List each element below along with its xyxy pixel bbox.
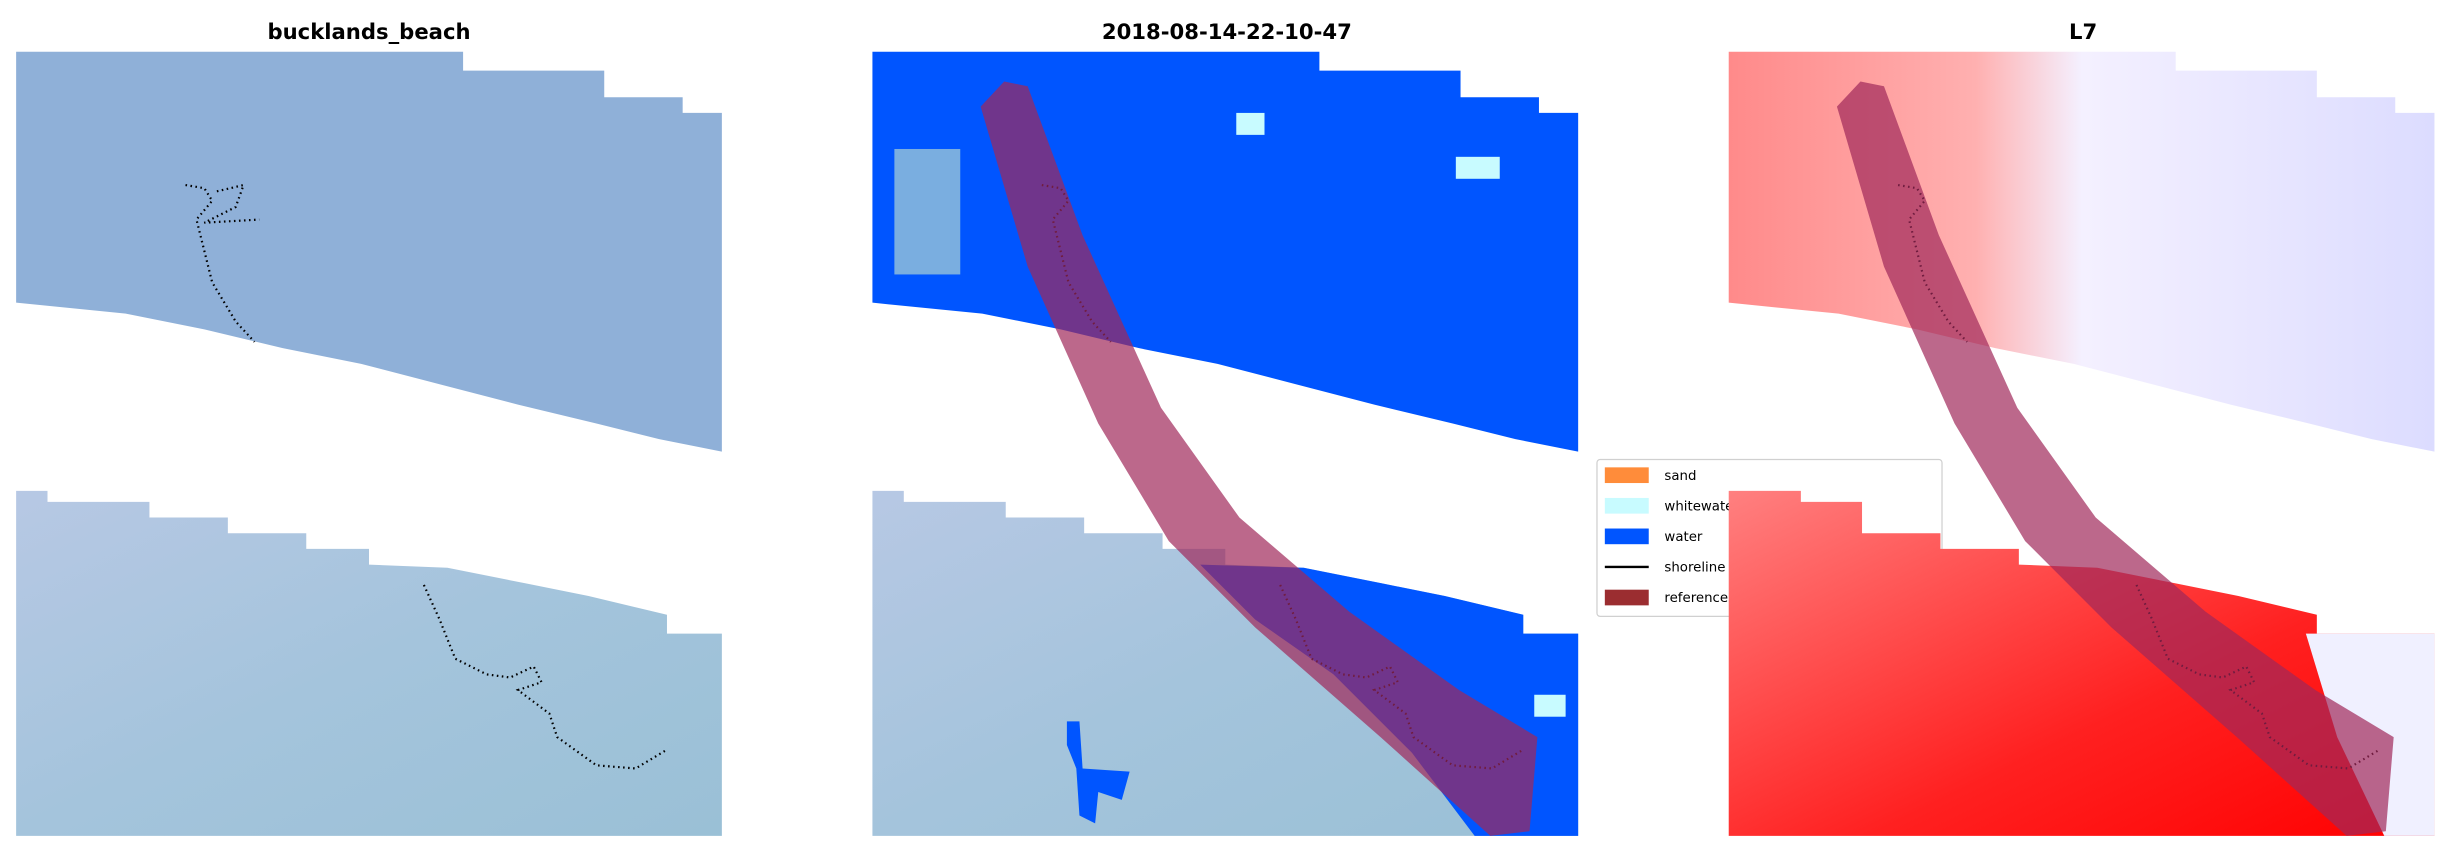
reference-buffer-panel2 bbox=[980, 81, 1538, 836]
shoreline-trace bbox=[185, 183, 256, 343]
index-top-region bbox=[1728, 51, 2435, 452]
legend-swatch bbox=[1604, 528, 1649, 545]
panel-title-rgb: bucklands_beach bbox=[267, 19, 470, 44]
whitewater-patch bbox=[1534, 694, 1566, 717]
legend-swatch bbox=[1604, 589, 1649, 606]
rgb-image-panel bbox=[16, 51, 722, 836]
water-top-region bbox=[872, 51, 1579, 452]
legend-item: shoreline bbox=[1604, 561, 1725, 576]
legend-label: shoreline bbox=[1664, 561, 1725, 576]
shoreline-trace bbox=[203, 183, 260, 224]
legend-label: water bbox=[1664, 530, 1702, 545]
whitewater-patch bbox=[1236, 112, 1265, 135]
legend-label: whitewater bbox=[1664, 499, 1739, 514]
whitewater-patch bbox=[1455, 156, 1500, 179]
legend-label: sand bbox=[1664, 469, 1696, 484]
legend-swatch bbox=[1604, 497, 1649, 514]
rgb-bottom-strip bbox=[16, 490, 722, 836]
panel-title-index: L7 bbox=[2069, 19, 2097, 44]
legend-item: whitewater bbox=[1604, 497, 1739, 514]
legend-item: water bbox=[1604, 528, 1703, 545]
water-inland-pool bbox=[894, 148, 961, 275]
legend-item: sand bbox=[1604, 467, 1696, 484]
rgb-top-strip bbox=[16, 51, 722, 452]
panel-title-date: 2018-08-14-22-10-47 bbox=[1102, 19, 1352, 44]
legend-swatch bbox=[1604, 467, 1649, 484]
water-inland-channel bbox=[1066, 721, 1130, 824]
reference-buffer-panel3 bbox=[1836, 81, 2394, 836]
